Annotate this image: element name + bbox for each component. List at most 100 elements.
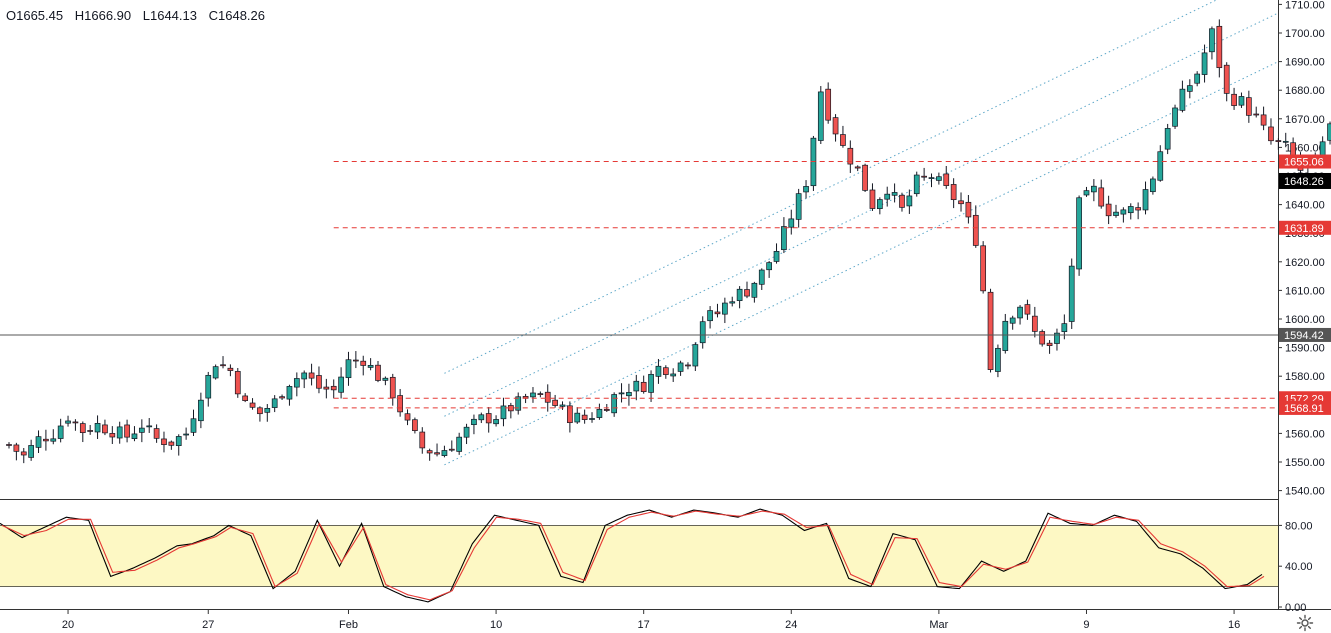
time-tick-label: 10: [490, 619, 502, 631]
candle-body: [1327, 123, 1331, 141]
candle-body: [1127, 206, 1134, 214]
candle-body: [183, 433, 189, 436]
candle-body: [1268, 126, 1274, 142]
time-tick-label: 27: [202, 619, 214, 631]
candle-body: [906, 195, 913, 207]
candle-body: [146, 425, 153, 428]
stoch-d-line: [1, 510, 1265, 601]
ohlc-open: O1665.45: [6, 8, 64, 23]
candle-body: [1076, 197, 1082, 270]
candle-body: [1083, 190, 1090, 196]
candle-body: [448, 448, 455, 451]
candle-body: [441, 450, 448, 456]
candle-body: [220, 364, 226, 367]
candle-body: [965, 201, 972, 218]
candle-body: [692, 344, 699, 367]
candle-body: [744, 289, 750, 297]
candle-body: [832, 117, 839, 135]
candle-body: [109, 433, 116, 438]
candle-body: [1275, 140, 1282, 142]
price-level-tag: [1279, 220, 1331, 235]
candle-body: [1024, 304, 1031, 315]
candle-body: [1105, 203, 1112, 217]
candle-body: [28, 445, 34, 458]
candle-body: [316, 375, 322, 389]
candle-body: [471, 418, 477, 426]
price-level-label: 1594.42: [1284, 330, 1324, 342]
candle-body: [308, 372, 315, 379]
price-tick-label: 1710.00: [1285, 0, 1325, 11]
candle-body: [43, 438, 49, 442]
candle-body: [397, 395, 403, 413]
candle-body: [913, 174, 920, 195]
candle-body: [264, 408, 271, 413]
price-tick-label: 1580.00: [1285, 371, 1325, 383]
candle-body: [795, 193, 802, 220]
candle-body: [13, 444, 20, 452]
candle-body: [1150, 178, 1156, 193]
price-tick-label: 1620.00: [1285, 257, 1325, 269]
candle-body: [1039, 331, 1046, 345]
ohlc-close: C1648.26: [208, 8, 265, 23]
candle-body: [79, 423, 86, 434]
candle-body: [980, 245, 987, 292]
candle-body: [205, 374, 212, 399]
candle-body: [227, 367, 234, 371]
candle-body: [234, 371, 241, 395]
candle-body: [57, 425, 64, 439]
stoch-tick-label: 0.00: [1285, 602, 1306, 614]
candle-body: [353, 359, 359, 362]
candle-body: [360, 360, 367, 366]
candle-body: [1046, 342, 1053, 346]
candle-body: [153, 428, 160, 439]
candle-body: [1031, 315, 1038, 332]
time-tick-label: Mar: [929, 619, 948, 631]
time-tick-label: 24: [785, 619, 797, 631]
candle-body: [611, 394, 618, 414]
candle-body: [94, 422, 101, 433]
candle-body: [463, 426, 470, 438]
candle-body: [618, 392, 625, 395]
candle-body: [65, 420, 71, 424]
candle-body: [434, 452, 440, 455]
candle-body: [242, 395, 249, 401]
price-tick-label: 1540.00: [1285, 486, 1325, 498]
candle-body: [1194, 73, 1201, 84]
candle-body: [640, 381, 647, 393]
candle-body: [456, 436, 463, 452]
candle-body: [589, 418, 595, 420]
candle-body: [530, 392, 536, 398]
candle-body: [412, 419, 418, 431]
candle-body: [493, 419, 499, 425]
candle-body: [1231, 93, 1237, 106]
candle-body: [995, 347, 1001, 372]
price-level-tag: [1279, 400, 1331, 415]
candle-body: [478, 414, 485, 421]
candle-body: [670, 373, 677, 377]
candle-body: [847, 147, 854, 165]
candle-body: [1238, 96, 1245, 106]
candle-body: [766, 262, 772, 271]
candle-body: [116, 426, 123, 439]
candle-body: [648, 373, 654, 393]
candle-body: [345, 359, 352, 379]
candle-body: [626, 392, 632, 397]
candle-body: [928, 177, 935, 179]
candle-body: [6, 444, 12, 446]
gear-icon[interactable]: [1296, 614, 1314, 632]
candle-body: [781, 226, 787, 251]
last-price-label: 1648.26: [1284, 176, 1324, 188]
candle-body: [1002, 320, 1009, 351]
price-tick-label: 1550.00: [1285, 457, 1325, 469]
candle-body: [1186, 85, 1193, 92]
candle-body: [603, 409, 610, 411]
ohlc-low: L1644.13: [142, 8, 197, 23]
candle-body: [943, 173, 950, 186]
candle-body: [500, 405, 507, 420]
candle-body: [884, 193, 891, 200]
candle-body: [87, 430, 94, 432]
channel-line: [444, 0, 1218, 374]
candle-body: [1209, 28, 1215, 53]
price-level-tag: [1279, 327, 1331, 342]
